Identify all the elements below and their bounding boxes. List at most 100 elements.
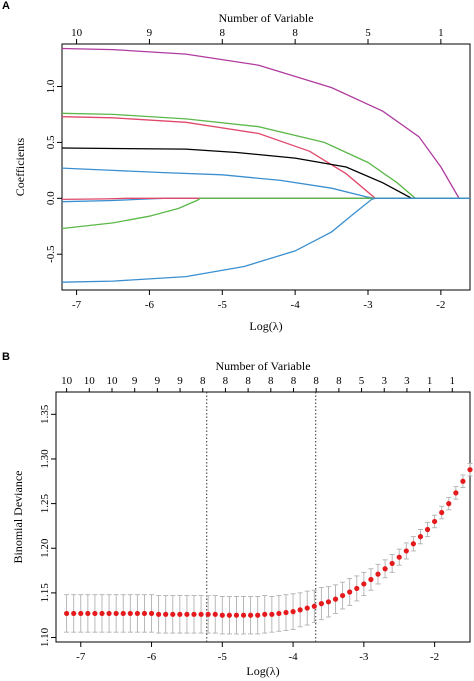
panel-a-letter: A <box>2 0 10 12</box>
top-tick-label: 9 <box>155 375 161 387</box>
deviance-point <box>248 612 254 618</box>
deviance-point <box>64 610 70 617</box>
deviance-point <box>410 541 416 547</box>
deviance-point <box>332 596 339 602</box>
top-tick-label: 1 <box>450 375 456 387</box>
x-tick-label: -5 <box>218 299 228 311</box>
y-tick-label: 1.10 <box>39 627 51 647</box>
deviance-point <box>120 610 126 617</box>
deviance-point <box>92 610 98 617</box>
top-tick-label: 8 <box>245 375 251 387</box>
deviance-point <box>255 612 261 618</box>
top-tick-label: 3 <box>404 375 410 387</box>
x-tick-label: -7 <box>76 651 86 663</box>
top-tick-label: 10 <box>84 375 96 387</box>
x-tick-label: -7 <box>72 299 82 311</box>
deviance-point <box>71 610 77 617</box>
deviance-point <box>113 610 119 617</box>
top-axis-title: Number of Variable <box>218 11 313 25</box>
deviance-point <box>340 592 346 599</box>
deviance-point <box>361 581 367 587</box>
deviance-point <box>446 501 452 507</box>
top-tick-label: 9 <box>177 375 183 387</box>
top-tick-label: 5 <box>365 27 371 39</box>
deviance-point <box>382 566 388 572</box>
deviance-point <box>432 518 438 525</box>
x-tick-label: -2 <box>430 651 439 663</box>
deviance-point <box>240 612 247 618</box>
top-tick-label: 1 <box>427 375 433 387</box>
coefficient-path-line <box>61 197 470 283</box>
coefficient-path-line <box>61 147 470 199</box>
top-tick-label: 9 <box>147 27 153 39</box>
deviance-point <box>191 611 197 617</box>
x-tick-label: -3 <box>363 299 373 311</box>
top-tick-label: 1 <box>438 27 444 39</box>
plot-frame <box>55 391 471 643</box>
deviance-point <box>127 610 133 617</box>
deviance-point <box>163 611 169 617</box>
y-tick-label: 1.25 <box>39 493 51 513</box>
deviance-point <box>368 576 374 583</box>
top-tick-label: 8 <box>291 375 297 387</box>
deviance-point <box>375 571 381 577</box>
deviance-point <box>184 611 190 617</box>
deviance-point <box>262 611 268 617</box>
top-tick-label: 9 <box>132 375 138 387</box>
deviance-point <box>304 605 310 611</box>
coefficient-path-line <box>61 116 470 199</box>
top-tick-label: 8 <box>268 375 274 387</box>
y-tick-label: 1.20 <box>39 538 51 558</box>
deviance-point <box>424 526 431 533</box>
deviance-point <box>396 554 402 560</box>
deviance-point <box>453 490 459 496</box>
plot-frame <box>61 43 471 291</box>
x-tick-label: -6 <box>147 651 157 663</box>
x-axis-title: Log(λ) <box>246 664 279 678</box>
y-tick-label: -0.5 <box>45 245 57 263</box>
top-tick-label: 5 <box>359 375 365 387</box>
top-tick-label: 8 <box>313 375 319 387</box>
coefficient-path-line <box>61 47 470 199</box>
deviance-point <box>439 509 445 516</box>
deviance-point <box>226 612 232 618</box>
coefficient-path-line <box>61 167 470 199</box>
deviance-point <box>99 610 105 617</box>
deviance-point <box>170 611 176 617</box>
panel-b-letter: B <box>2 351 10 363</box>
x-tick-label: -2 <box>436 299 445 311</box>
y-tick-label: 1.35 <box>39 404 51 424</box>
top-tick-label: 10 <box>106 375 118 387</box>
deviance-point <box>318 601 324 607</box>
deviance-point <box>347 589 353 595</box>
deviance-point <box>276 610 282 617</box>
x-axis-title: Log(λ) <box>249 319 282 333</box>
deviance-point <box>283 609 289 616</box>
deviance-point <box>106 610 112 617</box>
deviance-point <box>134 610 140 617</box>
top-tick-label: 8 <box>336 375 342 387</box>
y-axis-title: Binomial Deviance <box>11 471 25 564</box>
top-tick-label: 3 <box>381 375 387 387</box>
y-axis-title: Coefficients <box>13 137 27 196</box>
deviance-point <box>311 603 317 609</box>
binomial-deviance-chart: -7 -6 -5 -4 -3 -2 1.10 1.15 1.20 1.25 1.30 1.35 10 10… <box>11 359 473 678</box>
top-tick-label: 8 <box>292 27 298 39</box>
x-tick-label: -6 <box>145 299 155 311</box>
deviance-point <box>290 609 296 615</box>
deviance-point <box>148 610 155 617</box>
deviance-point <box>467 467 473 473</box>
x-tick-label: -3 <box>359 651 369 663</box>
deviance-point <box>177 611 183 617</box>
deviance-point <box>205 611 211 617</box>
deviance-point <box>403 548 409 554</box>
lasso-coefficient-path-chart: -7 -6 -5 -4 -3 -2 -0.5 0.0 0.5 1.0 10 9 8 8 5 1 Number o… <box>13 11 471 333</box>
coefficient-path-line <box>61 112 470 199</box>
top-tick-label: 10 <box>61 375 73 387</box>
deviance-point <box>156 611 162 617</box>
top-tick-label: 10 <box>71 27 83 39</box>
deviance-point <box>389 560 395 567</box>
top-tick-label: 8 <box>223 375 229 387</box>
deviance-point <box>198 611 204 617</box>
